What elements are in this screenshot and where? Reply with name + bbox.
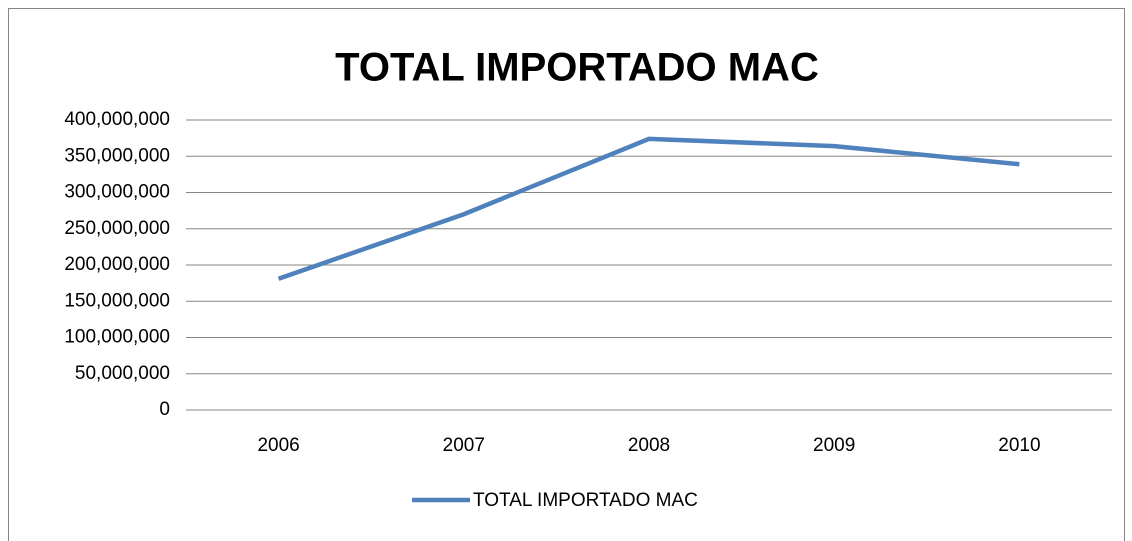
- x-tick-label: 2009: [813, 435, 855, 456]
- y-tick-label: 100,000,000: [64, 327, 170, 348]
- chart-frame: [8, 8, 1125, 541]
- y-tick-label: 200,000,000: [64, 254, 170, 275]
- y-tick-label: 350,000,000: [64, 145, 170, 166]
- y-tick-label: 300,000,000: [64, 182, 170, 203]
- legend-label: TOTAL IMPORTADO MAC: [473, 490, 698, 511]
- y-tick-label: 150,000,000: [64, 290, 170, 311]
- chart-title: TOTAL IMPORTADO MAC: [335, 46, 819, 90]
- y-tick-label: 250,000,000: [64, 218, 170, 239]
- y-tick-label: 0: [159, 399, 170, 420]
- x-tick-label: 2006: [257, 435, 299, 456]
- y-tick-label: 400,000,000: [64, 109, 170, 130]
- data-line: [277, 136, 1020, 281]
- x-tick-label: 2010: [998, 435, 1040, 456]
- y-tick-label: 50,000,000: [75, 363, 170, 384]
- x-tick-label: 2008: [628, 435, 670, 456]
- x-tick-label: 2007: [443, 435, 485, 456]
